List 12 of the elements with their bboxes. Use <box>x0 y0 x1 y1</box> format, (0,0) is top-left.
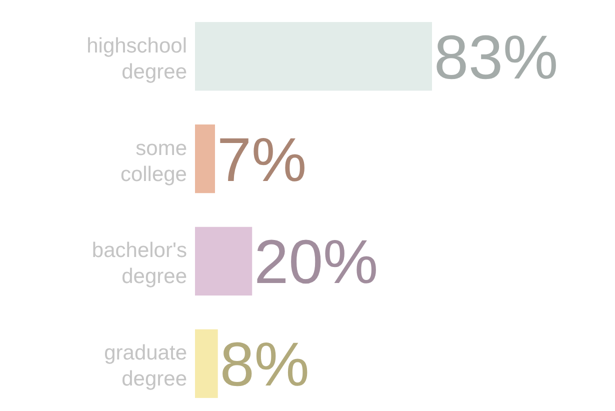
bar <box>195 124 215 194</box>
data-label: 20% <box>254 228 378 298</box>
bar <box>195 226 252 296</box>
y-tick-label: graduate degree <box>104 342 187 391</box>
y-tick-label: highschool degree <box>86 34 187 84</box>
data-label: 7% <box>216 126 307 195</box>
bar <box>195 329 218 398</box>
data-label: 83% <box>434 23 558 92</box>
y-tick-label: bachelor's degree <box>92 239 187 288</box>
bar <box>195 22 432 91</box>
y-tick-label: some college <box>120 136 187 186</box>
data-label: 8% <box>220 330 310 400</box>
